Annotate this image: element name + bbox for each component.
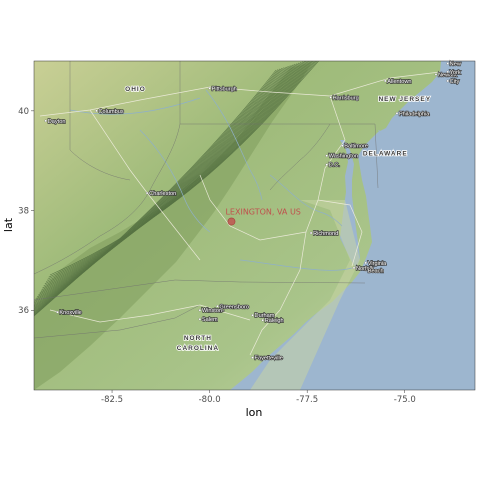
city-dot <box>383 79 387 83</box>
city-dot <box>309 231 313 235</box>
city-label: Allentown <box>387 79 411 85</box>
y-axis: 36 38 40 <box>18 107 34 316</box>
city-label: Dayton <box>48 119 66 125</box>
city-dot <box>352 266 356 270</box>
city-dot <box>261 318 264 322</box>
city-dot <box>364 269 367 272</box>
city-dot <box>56 310 59 314</box>
city-label: Norfolk <box>356 266 374 272</box>
city-dot <box>251 313 254 317</box>
city-dot <box>446 79 449 83</box>
city-label: Harrisburg <box>333 95 359 101</box>
panel-border <box>33 60 476 391</box>
city-label: Winston- <box>202 308 224 314</box>
coastal-plain <box>250 200 360 390</box>
y-tick-label: 40 <box>18 107 29 117</box>
city-dot <box>395 112 399 115</box>
city-dot <box>325 154 328 157</box>
city-labels: Columbus Dayton Pittsburgh Harrisburg Allent… <box>47 61 463 363</box>
city-label: New <box>450 61 462 67</box>
city-dot <box>434 73 438 76</box>
city-label: Salem <box>202 317 218 323</box>
city-dot <box>251 356 254 359</box>
city-label: D.C. <box>329 163 341 169</box>
state-label: CAROLINA <box>177 345 219 352</box>
city-label: Fayetteville <box>255 356 283 362</box>
city-label: Pittsburgh <box>212 86 237 92</box>
city-dot <box>198 317 202 321</box>
city-dot <box>44 119 47 123</box>
city-dot <box>145 191 149 195</box>
y-tick-label: 38 <box>18 207 29 217</box>
x-axis-title: lon <box>246 406 263 419</box>
city-dot <box>329 96 332 99</box>
city-dot <box>325 163 328 166</box>
city-dot <box>341 144 344 147</box>
city-label: Washington <box>329 154 358 160</box>
city-markers <box>44 62 449 359</box>
x-tick-label: -80.0 <box>199 395 221 405</box>
y-axis-title: lat <box>2 217 15 232</box>
state-labels: OHIO NEW JERSEY DELAWARE NORTH CAROLINA <box>124 85 431 353</box>
city-label: Philadelphia <box>399 111 430 117</box>
state-label: NEW JERSEY <box>378 96 431 103</box>
data-points: LEXINGTON, VA US <box>225 208 301 226</box>
x-tick-label: -82.5 <box>101 395 123 405</box>
city-dot <box>198 308 202 312</box>
point-marker <box>227 217 236 226</box>
city-label: Richmond <box>313 231 338 237</box>
city-label: City <box>450 79 460 85</box>
city-label: Beach <box>368 268 384 274</box>
rivers <box>69 89 353 271</box>
x-axis: -82.5 -80.0 -77.5 -75.0 <box>101 390 416 405</box>
map-panel <box>34 61 475 390</box>
city-label: Greensboro <box>219 304 249 310</box>
city-dot <box>446 70 449 74</box>
city-dot <box>364 261 367 265</box>
delaware-bay <box>378 130 398 176</box>
state-label: DELAWARE <box>363 151 408 158</box>
city-label: Columbus <box>98 109 123 115</box>
land-area <box>34 61 441 390</box>
city-dot <box>446 62 449 65</box>
state-label: NORTH <box>184 335 212 342</box>
roads <box>39 71 441 356</box>
city-label: Baltimore <box>344 144 368 150</box>
point-label: LEXINGTON, VA US <box>225 208 300 217</box>
city-dot <box>95 109 98 113</box>
city-label: Raleigh <box>265 318 284 324</box>
city-dot <box>216 305 219 308</box>
x-tick-label: -75.0 <box>394 395 416 405</box>
city-label: Virginia <box>368 261 387 267</box>
y-tick-label: 36 <box>18 306 29 316</box>
city-label: Charleston <box>149 191 176 197</box>
city-label: Knoxville <box>59 310 81 316</box>
city-label: Newark <box>438 72 457 78</box>
city-label: Durham <box>255 313 275 319</box>
x-tick-label: -77.5 <box>296 395 318 405</box>
city-label: York <box>450 70 461 76</box>
mountain-ridges <box>34 61 320 317</box>
city-dot <box>208 87 211 90</box>
state-label: OHIO <box>125 86 146 93</box>
